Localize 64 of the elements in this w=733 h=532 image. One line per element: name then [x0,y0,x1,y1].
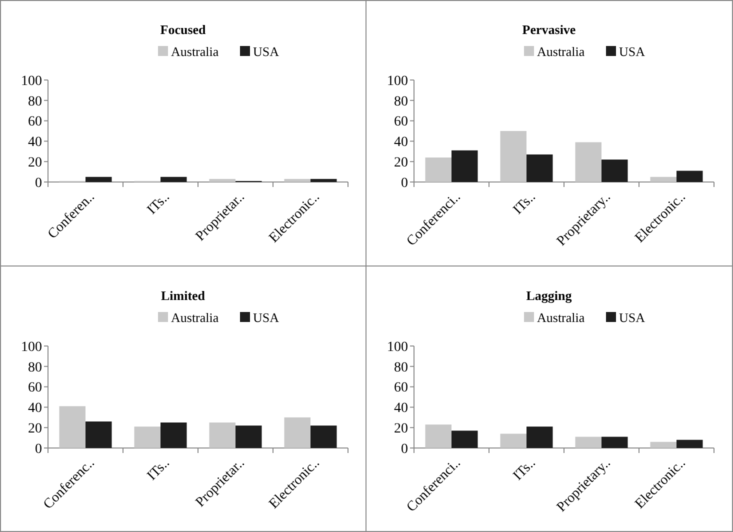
legend-label: Australia [171,44,219,59]
y-tick-label: 60 [394,380,408,396]
y-tick-label: 20 [28,156,42,170]
y-tick-label: 0 [35,176,42,191]
y-tick-label: 40 [28,401,42,416]
bar [59,406,86,448]
y-tick-label: 0 [35,442,42,457]
y-tick-label: 80 [394,94,408,110]
bar [526,426,553,448]
chart-title: Focused [160,22,207,37]
bar [500,434,526,448]
y-tick-label: 0 [401,442,408,457]
bar [650,442,676,448]
legend-label: Australia [537,44,585,59]
x-tick-label: ITs.. [510,456,539,484]
y-tick-label: 100 [387,340,408,355]
y-tick-label: 20 [28,422,42,436]
y-tick-label: 80 [28,360,42,376]
y-tick-label: 20 [394,156,408,170]
bar [425,158,452,182]
y-tick-label: 100 [21,74,42,89]
legend-label: USA [253,310,280,325]
bar [86,421,112,448]
bar [134,426,160,448]
bar [236,426,262,448]
y-tick-label: 60 [394,114,408,130]
bar [526,154,553,182]
chart-title: Limited [160,288,206,303]
y-tick-label: 80 [28,94,42,110]
bar [650,176,676,182]
x-tick-label: ITs.. [144,456,173,484]
y-tick-label: 80 [394,360,408,376]
y-tick-label: 100 [387,74,408,89]
chart-title: Lagging [526,288,572,303]
bar [575,142,602,182]
y-tick-label: 60 [28,114,42,130]
bar [284,417,310,448]
x-tick-label: ITs.. [510,190,539,218]
bar [500,131,526,182]
bar [575,436,602,448]
x-tick-label: ITs.. [144,190,173,218]
bar [602,436,628,448]
legend-label: Australia [537,310,585,325]
bar [676,170,703,182]
y-tick-label: 40 [394,135,408,150]
bar [209,422,236,448]
y-tick-label: 20 [394,422,408,436]
legend-label: USA [619,44,646,59]
bar [676,440,703,448]
bar [602,160,628,182]
bar [452,430,478,448]
y-tick-label: 60 [28,380,42,396]
bar [425,424,452,448]
y-tick-label: 100 [21,340,42,355]
legend-label: Australia [171,310,219,325]
bar [310,426,337,448]
legend-label: USA [619,310,646,325]
chart-title: Pervasive [522,22,576,37]
legend-label: USA [253,44,280,59]
bar [452,150,478,182]
bar [160,422,187,448]
y-tick-label: 40 [394,401,408,416]
y-tick-label: 40 [28,135,42,150]
y-tick-label: 0 [401,176,408,191]
